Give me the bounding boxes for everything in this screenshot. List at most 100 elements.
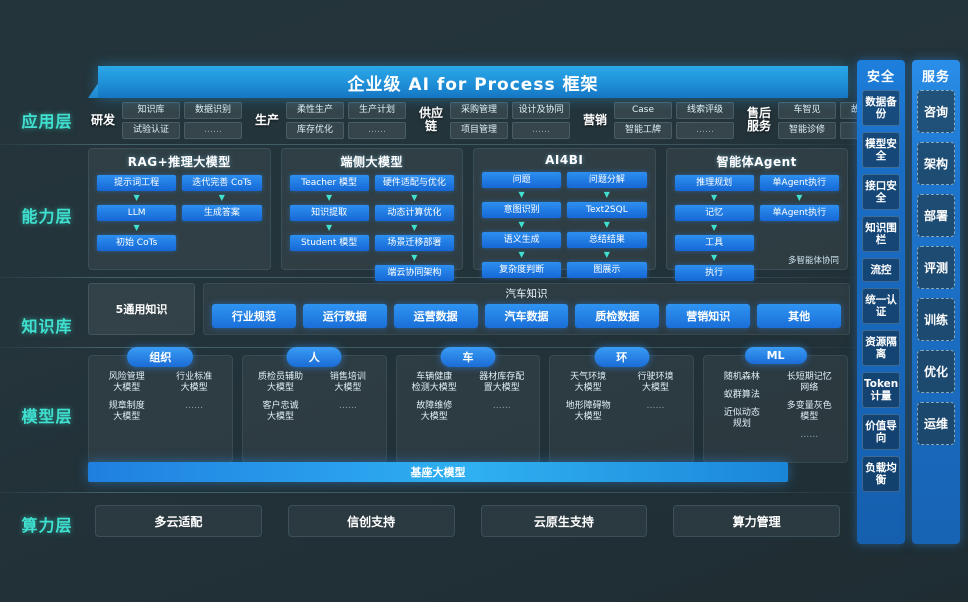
capability-node[interactable]: 问题 bbox=[482, 172, 562, 188]
model-item[interactable]: …… bbox=[800, 430, 819, 440]
service-item[interactable]: 运维 bbox=[917, 402, 955, 445]
general-knowledge-box[interactable]: 5通用知识 bbox=[88, 283, 195, 335]
capability-node[interactable]: Teacher 模型 bbox=[289, 175, 369, 191]
service-item[interactable]: 架构 bbox=[917, 142, 955, 185]
capability-node[interactable]: 复杂度判断 bbox=[482, 262, 562, 278]
security-item[interactable]: 流控 bbox=[862, 258, 900, 282]
model-item[interactable]: 行业标准 大模型 bbox=[176, 372, 213, 393]
capability-node[interactable]: Student 模型 bbox=[289, 235, 369, 251]
model-item[interactable]: …… bbox=[646, 401, 665, 411]
security-item[interactable]: 模型安全 bbox=[862, 132, 900, 168]
capability-node[interactable]: 端云协同架构 bbox=[374, 265, 454, 281]
application-cell[interactable]: 线索评级 bbox=[676, 101, 734, 119]
capability-node[interactable]: 总结结果 bbox=[567, 232, 647, 248]
capability-node[interactable]: Text2SQL bbox=[567, 202, 647, 218]
capability-node[interactable]: 单Agent执行 bbox=[759, 175, 839, 191]
service-item[interactable]: 部署 bbox=[917, 194, 955, 237]
application-cell[interactable]: …… bbox=[184, 121, 242, 139]
service-item[interactable]: 评测 bbox=[917, 246, 955, 289]
compute-box[interactable]: 多云适配 bbox=[95, 505, 262, 537]
model-item[interactable]: …… bbox=[338, 401, 357, 411]
knowledge-chip[interactable]: 汽车数据 bbox=[484, 304, 569, 328]
capability-node[interactable]: 问题分解 bbox=[567, 172, 647, 188]
application-cell[interactable]: 库存优化 bbox=[286, 121, 344, 139]
knowledge-chip[interactable]: 行业规范 bbox=[212, 304, 296, 328]
model-item[interactable]: 随机森林 bbox=[723, 372, 760, 382]
security-item[interactable]: 接口安全 bbox=[862, 174, 900, 210]
capability-node[interactable]: 记忆 bbox=[674, 205, 754, 221]
application-cell[interactable]: 生产计划 bbox=[348, 101, 406, 119]
application-cell[interactable]: Case bbox=[614, 101, 672, 119]
model-item[interactable]: 故障维修 大模型 bbox=[416, 401, 453, 422]
capability-node[interactable]: 场景迁移部署 bbox=[374, 235, 454, 251]
capability-node[interactable]: 工具 bbox=[674, 235, 754, 251]
model-item[interactable]: 器材库存配 置大模型 bbox=[479, 372, 525, 393]
model-item[interactable]: …… bbox=[185, 401, 204, 411]
application-cell[interactable]: 项目管理 bbox=[450, 121, 508, 139]
model-item[interactable]: 车辆健康 检测大模型 bbox=[411, 372, 457, 393]
model-item[interactable]: 客户忠诚 大模型 bbox=[262, 401, 299, 422]
security-item[interactable]: 知识围栏 bbox=[862, 216, 900, 252]
service-item[interactable]: 训练 bbox=[917, 298, 955, 341]
capability-node[interactable]: 图展示 bbox=[567, 262, 647, 278]
compute-box[interactable]: 信创支持 bbox=[287, 505, 455, 537]
model-item[interactable]: 销售培训 大模型 bbox=[329, 372, 366, 393]
application-cell[interactable]: 数据识别 bbox=[184, 101, 242, 119]
application-cell[interactable]: 智能工牌 bbox=[614, 121, 672, 139]
application-cell[interactable]: 设计及协同 bbox=[512, 101, 570, 119]
capability-right-column: 迭代完善 CoTs ▼ 生成答案 bbox=[182, 175, 262, 251]
knowledge-chip[interactable]: 营销知识 bbox=[666, 304, 751, 328]
application-cell[interactable]: …… bbox=[512, 121, 570, 139]
arrow-down-icon: ▼ bbox=[133, 223, 140, 232]
capability-node[interactable]: 生成答案 bbox=[182, 205, 262, 221]
model-item[interactable]: 近似动态 规划 bbox=[723, 408, 760, 429]
security-item[interactable]: 价值导向 bbox=[862, 414, 900, 450]
model-item[interactable]: 地形障碍物 大模型 bbox=[565, 401, 611, 422]
capability-node[interactable]: 动态计算优化 bbox=[374, 205, 454, 221]
service-item[interactable]: 咨询 bbox=[917, 90, 955, 133]
application-cell[interactable]: …… bbox=[348, 121, 406, 139]
application-cell[interactable]: 车智见 bbox=[778, 101, 836, 119]
application-cell[interactable]: 试验认证 bbox=[122, 121, 180, 139]
capability-node[interactable]: LLM bbox=[97, 205, 177, 221]
capability-node[interactable]: 推理规划 bbox=[674, 175, 754, 191]
capability-node[interactable]: 迭代完善 CoTs bbox=[182, 175, 262, 191]
compute-box[interactable]: 算力管理 bbox=[673, 505, 840, 537]
security-item[interactable]: 负载均衡 bbox=[862, 456, 900, 492]
model-item[interactable]: 规章制度 大模型 bbox=[108, 401, 145, 422]
model-item[interactable]: 长短期记忆 网络 bbox=[786, 372, 832, 393]
security-item[interactable]: 资源隔离 bbox=[862, 330, 900, 366]
capability-node[interactable]: 提示词工程 bbox=[97, 175, 177, 191]
capability-node[interactable]: 单Agent执行 bbox=[759, 205, 839, 221]
model-item[interactable]: …… bbox=[492, 401, 511, 411]
model-item[interactable]: 蚁群算法 bbox=[723, 390, 760, 400]
model-item[interactable]: 行驶环境 大模型 bbox=[637, 372, 674, 393]
application-cell[interactable]: …… bbox=[676, 121, 734, 139]
model-item[interactable]: 天气环境 大模型 bbox=[570, 372, 607, 393]
capability-node[interactable]: 硬件适配与优化 bbox=[374, 175, 454, 191]
capability-node[interactable]: 意图识别 bbox=[482, 202, 562, 218]
knowledge-chip[interactable]: 质检数据 bbox=[575, 304, 660, 328]
arrow-down-icon: ▼ bbox=[518, 190, 525, 199]
model-item[interactable]: 风险管理 大模型 bbox=[108, 372, 145, 393]
knowledge-chip[interactable]: 运行数据 bbox=[302, 304, 387, 328]
service-item[interactable]: 优化 bbox=[917, 350, 955, 393]
knowledge-chip[interactable]: 运营数据 bbox=[393, 304, 478, 328]
capability-node[interactable]: 执行 bbox=[674, 265, 754, 281]
application-cell[interactable]: 柔性生产 bbox=[286, 101, 344, 119]
security-item[interactable]: Token计量 bbox=[862, 372, 900, 408]
capability-node[interactable]: 语义生成 bbox=[482, 232, 562, 248]
model-item[interactable]: 多变量灰色 模型 bbox=[786, 401, 832, 422]
model-item[interactable]: 质检员辅助 大模型 bbox=[257, 372, 303, 393]
compute-box[interactable]: 云原生支持 bbox=[480, 505, 648, 537]
application-cell[interactable]: 采购管理 bbox=[450, 101, 508, 119]
application-cell[interactable]: 知识库 bbox=[122, 101, 180, 119]
capability-node[interactable]: 初始 CoTs bbox=[97, 235, 177, 251]
application-cell[interactable]: 智能诊修 bbox=[778, 121, 836, 139]
knowledge-chip[interactable]: 其他 bbox=[757, 304, 842, 328]
arrow-down-icon: ▼ bbox=[326, 193, 333, 202]
capability-node[interactable]: 知识提取 bbox=[289, 205, 369, 221]
model-card-pill: 组织 bbox=[127, 347, 194, 367]
security-item[interactable]: 统一认证 bbox=[862, 288, 900, 324]
security-item[interactable]: 数据备份 bbox=[862, 90, 900, 126]
